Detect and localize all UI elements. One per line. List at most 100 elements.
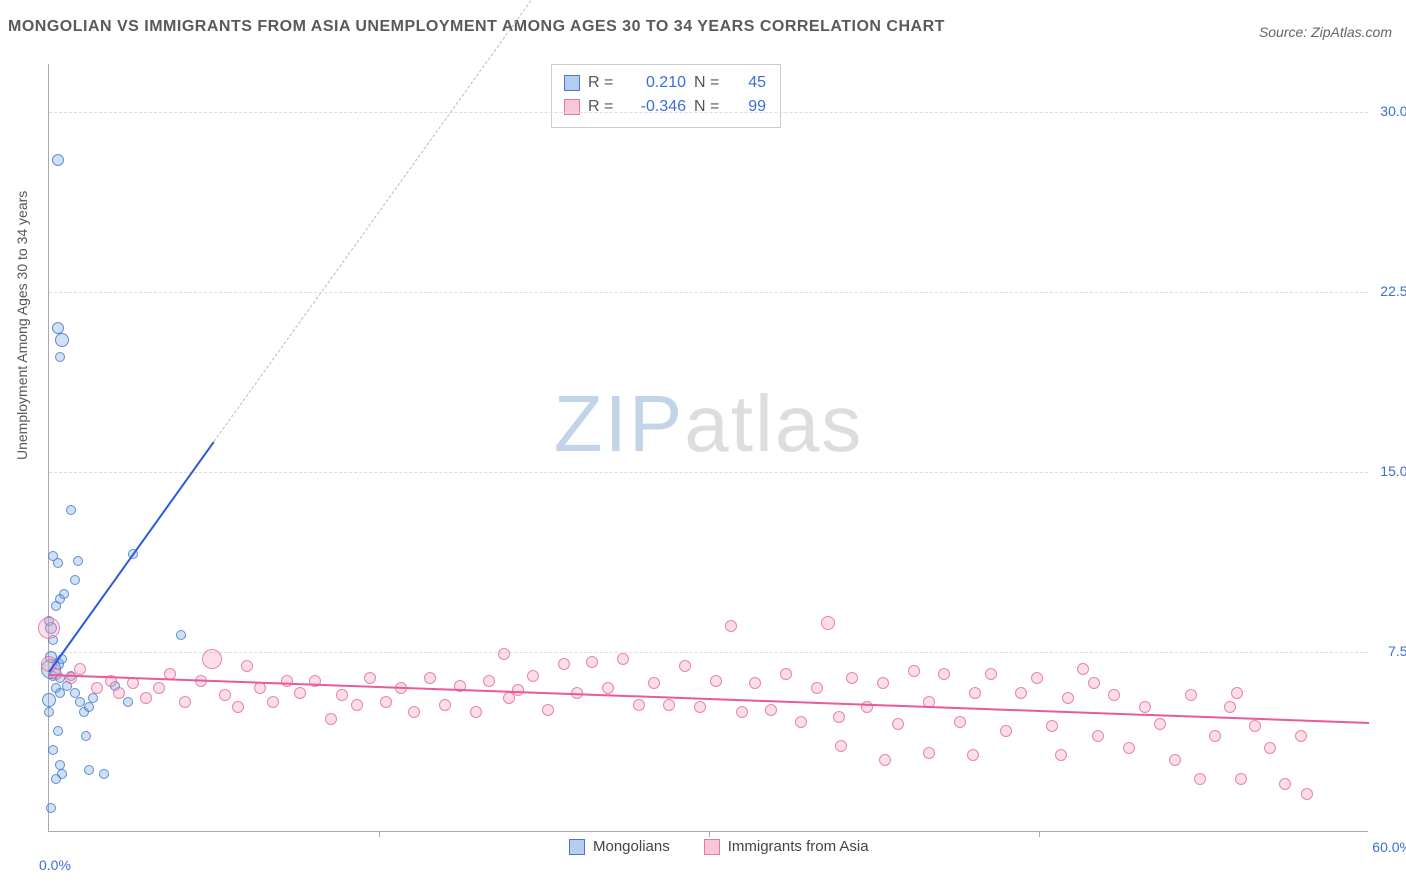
n-value-blue: 45 bbox=[730, 74, 766, 92]
data-point bbox=[483, 675, 495, 687]
gridline bbox=[49, 472, 1368, 473]
data-point bbox=[140, 692, 152, 704]
data-point bbox=[1031, 672, 1043, 684]
chart-title: MONGOLIAN VS IMMIGRANTS FROM ASIA UNEMPL… bbox=[8, 18, 945, 36]
data-point bbox=[985, 668, 997, 680]
data-point bbox=[48, 745, 58, 755]
data-point bbox=[176, 630, 186, 640]
data-point bbox=[586, 656, 598, 668]
data-point bbox=[351, 699, 363, 711]
data-point bbox=[710, 675, 722, 687]
data-point bbox=[821, 616, 835, 630]
swatch-pink-icon bbox=[704, 839, 720, 855]
data-point bbox=[498, 648, 510, 660]
scatter-plot-area: ZIPatlas R = 0.210 N = 45 R = -0.346 N =… bbox=[48, 64, 1368, 832]
data-point bbox=[1295, 730, 1307, 742]
stat-row-immigrants: R = -0.346 N = 99 bbox=[564, 95, 766, 119]
y-tick-label: 30.0% bbox=[1380, 103, 1406, 119]
data-point bbox=[1224, 701, 1236, 713]
data-point bbox=[1108, 689, 1120, 701]
data-point bbox=[1055, 749, 1067, 761]
legend: Mongolians Immigrants from Asia bbox=[569, 838, 869, 855]
data-point bbox=[1015, 687, 1027, 699]
data-point bbox=[55, 760, 65, 770]
data-point bbox=[736, 706, 748, 718]
data-point bbox=[70, 688, 80, 698]
y-axis-label: Unemployment Among Ages 30 to 34 years bbox=[14, 191, 30, 460]
data-point bbox=[70, 575, 80, 585]
data-point bbox=[53, 726, 63, 736]
y-tick-label: 15.0% bbox=[1380, 463, 1406, 479]
legend-item-mongolians: Mongolians bbox=[569, 838, 670, 855]
data-point bbox=[1062, 692, 1074, 704]
data-point bbox=[325, 713, 337, 725]
data-point bbox=[1169, 754, 1181, 766]
data-point bbox=[694, 701, 706, 713]
data-point bbox=[424, 672, 436, 684]
data-point bbox=[48, 551, 58, 561]
data-point bbox=[91, 682, 103, 694]
data-point bbox=[879, 754, 891, 766]
data-point bbox=[1092, 730, 1104, 742]
data-point bbox=[336, 689, 348, 701]
data-point bbox=[679, 660, 691, 672]
data-point bbox=[66, 505, 76, 515]
data-point bbox=[648, 677, 660, 689]
correlation-stats-box: R = 0.210 N = 45 R = -0.346 N = 99 bbox=[551, 64, 781, 128]
y-tick-label: 22.5% bbox=[1380, 283, 1406, 299]
data-point bbox=[38, 617, 60, 639]
data-point bbox=[765, 704, 777, 716]
data-point bbox=[219, 689, 231, 701]
source-credit: Source: ZipAtlas.com bbox=[1259, 24, 1392, 40]
data-point bbox=[202, 649, 222, 669]
data-point bbox=[46, 803, 56, 813]
data-point bbox=[633, 699, 645, 711]
data-point bbox=[281, 675, 293, 687]
y-tick-label: 7.5% bbox=[1388, 643, 1406, 659]
gridline bbox=[49, 292, 1368, 293]
data-point bbox=[113, 687, 125, 699]
data-point bbox=[84, 765, 94, 775]
n-value-pink: 99 bbox=[730, 98, 766, 116]
data-point bbox=[1046, 720, 1058, 732]
data-point bbox=[967, 749, 979, 761]
data-point bbox=[1264, 742, 1276, 754]
data-point bbox=[908, 665, 920, 677]
data-point bbox=[52, 154, 64, 166]
data-point bbox=[470, 706, 482, 718]
data-point bbox=[51, 774, 61, 784]
data-point bbox=[364, 672, 376, 684]
data-point bbox=[1077, 663, 1089, 675]
data-point bbox=[877, 677, 889, 689]
data-point bbox=[780, 668, 792, 680]
gridline bbox=[49, 112, 1368, 113]
source-link[interactable]: ZipAtlas.com bbox=[1311, 24, 1392, 40]
data-point bbox=[527, 670, 539, 682]
swatch-blue-icon bbox=[564, 75, 580, 91]
source-label: Source: bbox=[1259, 24, 1307, 40]
data-point bbox=[88, 693, 98, 703]
data-point bbox=[1123, 742, 1135, 754]
data-point bbox=[811, 682, 823, 694]
data-point bbox=[1209, 730, 1221, 742]
data-point bbox=[602, 682, 614, 694]
data-point bbox=[55, 352, 65, 362]
x-origin-label: 0.0% bbox=[39, 857, 71, 873]
data-point bbox=[795, 716, 807, 728]
data-point bbox=[123, 697, 133, 707]
x-tick bbox=[709, 831, 710, 837]
data-point bbox=[617, 653, 629, 665]
data-point bbox=[42, 693, 56, 707]
data-point bbox=[439, 699, 451, 711]
swatch-blue-icon bbox=[569, 839, 585, 855]
n-label: N = bbox=[694, 98, 722, 116]
data-point bbox=[558, 658, 570, 670]
data-point bbox=[267, 696, 279, 708]
data-point bbox=[1088, 677, 1100, 689]
data-point bbox=[1154, 718, 1166, 730]
data-point bbox=[1279, 778, 1291, 790]
watermark: ZIPatlas bbox=[554, 378, 863, 470]
data-point bbox=[380, 696, 392, 708]
r-label: R = bbox=[588, 74, 616, 92]
legend-item-immigrants: Immigrants from Asia bbox=[704, 838, 869, 855]
